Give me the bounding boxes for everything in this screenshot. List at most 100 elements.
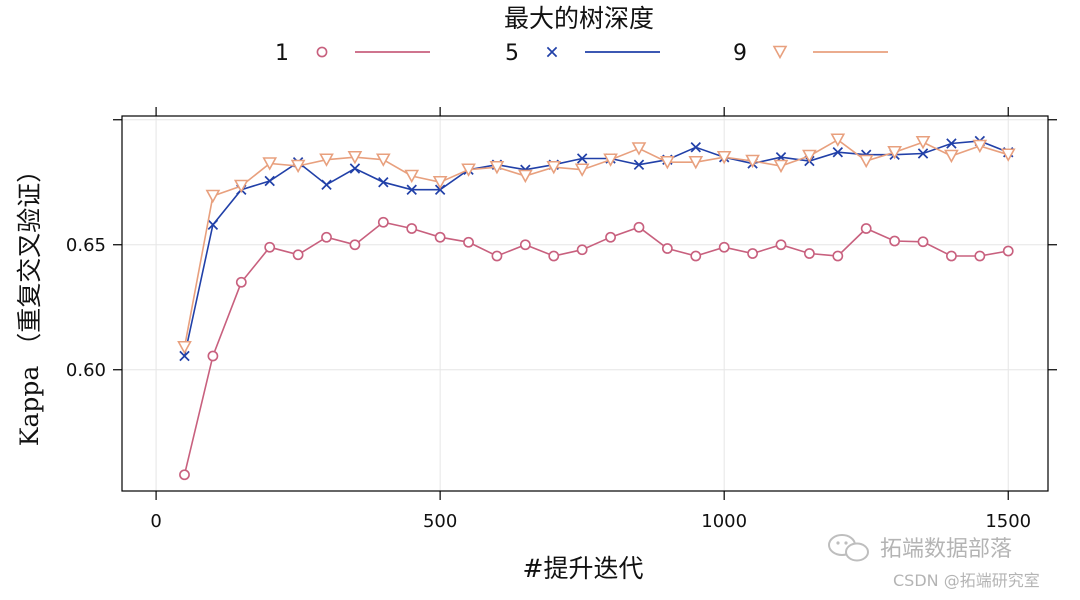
data-point — [406, 184, 417, 195]
data-point — [264, 241, 276, 253]
x-tick-label: 1500 — [985, 511, 1031, 532]
legend-marker — [316, 46, 328, 58]
data-point — [633, 159, 645, 170]
data-point — [406, 223, 418, 234]
data-point — [463, 236, 474, 248]
data-point — [179, 469, 190, 481]
data-point — [434, 184, 446, 195]
series-5 — [179, 135, 1014, 362]
data-point — [974, 250, 986, 262]
data-point — [661, 243, 673, 254]
axis-ticks: 0 500 1000 1500 0.60 0.65 — [66, 107, 1057, 532]
data-point — [745, 154, 760, 169]
y-tick-label: 0.65 — [66, 235, 106, 256]
data-point — [660, 155, 675, 170]
data-point — [773, 159, 789, 174]
data-point — [262, 157, 278, 171]
data-point — [887, 145, 902, 160]
data-point — [972, 139, 988, 154]
data-point — [603, 153, 618, 167]
data-point — [321, 231, 332, 243]
data-point — [576, 153, 588, 164]
legend-label: 5 — [505, 41, 519, 66]
data-point — [860, 223, 872, 234]
data-point — [858, 154, 874, 169]
watermark-credit: CSDN @拓端研究室 — [893, 571, 1040, 590]
data-point — [889, 235, 901, 247]
x-axis-label: #提升迭代 — [523, 554, 644, 583]
data-point — [574, 163, 590, 177]
watermark: 拓端数据部落 CSDN @拓端研究室 — [828, 534, 1040, 590]
data-point — [349, 163, 361, 174]
data-point — [1000, 148, 1016, 162]
plot-area: 0 500 1000 1500 0.60 0.65 — [66, 107, 1057, 532]
data-point — [233, 179, 249, 194]
plot-frame — [121, 115, 1049, 492]
data-point — [548, 250, 560, 262]
data-point — [633, 221, 645, 233]
data-point — [321, 179, 332, 190]
series-1 — [179, 216, 1014, 481]
data-point — [690, 142, 701, 153]
data-point — [519, 239, 531, 251]
data-point — [915, 135, 931, 150]
x-tick-label: 1000 — [701, 511, 747, 532]
series-line — [183, 221, 1009, 475]
data-point — [832, 250, 844, 262]
legend-entry-1: 1 — [275, 41, 430, 66]
legend-label: 1 — [275, 41, 289, 66]
data-point — [235, 276, 247, 288]
y-axis-label: Kappa （重复交叉验证） — [15, 158, 44, 446]
data-point — [576, 244, 588, 256]
data-point — [434, 231, 446, 243]
data-point — [830, 133, 846, 147]
legend-marker — [772, 45, 788, 60]
data-point — [518, 169, 533, 184]
legend-title: 最大的树深度 — [504, 4, 654, 33]
data-point — [179, 350, 190, 362]
data-point — [631, 142, 647, 156]
data-point — [207, 219, 219, 230]
legend-entries: 1 5 9 — [275, 41, 888, 66]
data-point — [832, 147, 844, 158]
data-point — [207, 350, 219, 362]
data-point — [489, 160, 505, 175]
data-point — [349, 239, 361, 251]
data-point — [803, 248, 815, 259]
data-point — [461, 163, 476, 177]
wechat-icon — [828, 534, 869, 562]
x-tick-label: 0 — [150, 511, 161, 532]
data-point — [917, 236, 929, 248]
data-point — [718, 241, 730, 253]
watermark-brand: 拓端数据部落 — [880, 537, 1012, 562]
data-point — [1002, 245, 1014, 257]
data-point — [377, 216, 389, 228]
series-9 — [177, 133, 1016, 355]
data-point — [946, 250, 957, 262]
data-point — [802, 149, 817, 164]
legend: 最大的树深度 1 5 9 — [275, 4, 888, 66]
data-point — [917, 148, 929, 159]
data-point — [491, 250, 503, 262]
data-point — [347, 150, 363, 165]
data-point — [946, 138, 957, 149]
data-point — [319, 153, 334, 167]
data-point — [290, 159, 306, 174]
data-point — [205, 189, 221, 204]
data-point — [747, 248, 758, 259]
legend-marker — [546, 46, 558, 58]
data-point — [292, 249, 304, 261]
legend-entry-5: 5 — [505, 41, 660, 66]
data-point — [716, 150, 732, 165]
data-point — [944, 149, 959, 164]
data-point — [546, 160, 562, 175]
legend-entry-9: 9 — [733, 41, 888, 66]
data-point — [605, 231, 616, 243]
data-point — [775, 239, 787, 251]
data-point — [264, 175, 275, 187]
y-tick-label: 0.60 — [66, 360, 106, 381]
series-line — [183, 138, 1009, 348]
data-point — [432, 175, 448, 190]
data-point — [688, 155, 704, 170]
